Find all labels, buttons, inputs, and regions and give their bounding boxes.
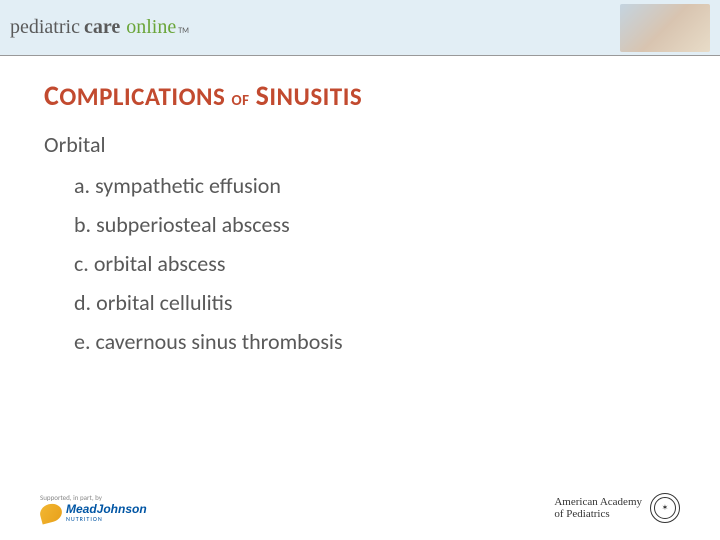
slide-subhead: Orbital: [44, 131, 676, 158]
list-item: e. cavernous sinus thrombosis: [74, 328, 676, 355]
logo-word-pediatric: pediatric: [10, 16, 80, 39]
sponsor-tag: Supported, in part, by: [40, 493, 102, 502]
sponsor-right: American Academy of Pediatrics ✶: [554, 493, 680, 523]
slide-content: COMPLICATIONS OF SINUSITIS Orbital a. sy…: [0, 56, 720, 355]
aap-text: American Academy of Pediatrics: [554, 496, 642, 520]
brand-logo: pediatric care online TM: [10, 16, 189, 39]
meadjohnson-logo: MeadJohnson NUTRITION: [40, 504, 147, 523]
footer: Supported, in part, by MeadJohnson NUTRI…: [0, 484, 720, 532]
aap-seal-inner: ✶: [662, 503, 669, 513]
aap-line1: American Academy: [554, 496, 642, 508]
aap-seal-icon: ✶: [650, 493, 680, 523]
sponsor-left: Supported, in part, by MeadJohnson NUTRI…: [40, 493, 147, 523]
slide-title: COMPLICATIONS OF SINUSITIS: [44, 78, 676, 113]
mj-brand-text: MeadJohnson: [66, 504, 147, 515]
aap-line2: of Pediatrics: [554, 508, 642, 520]
list-item: b. subperiosteal abscess: [74, 211, 676, 238]
mj-brand-sub: NUTRITION: [66, 515, 147, 523]
logo-word-online: online: [126, 16, 176, 39]
list-item: d. orbital cellulitis: [74, 289, 676, 316]
mj-swoosh-icon: [38, 502, 64, 525]
header-band: pediatric care online TM: [0, 0, 720, 56]
list-item: a. sympathetic effusion: [74, 172, 676, 199]
list-item: c. orbital abscess: [74, 250, 676, 277]
header-photo-placeholder: [620, 4, 710, 52]
trademark-symbol: TM: [178, 26, 189, 36]
logo-word-care: care: [84, 16, 120, 39]
